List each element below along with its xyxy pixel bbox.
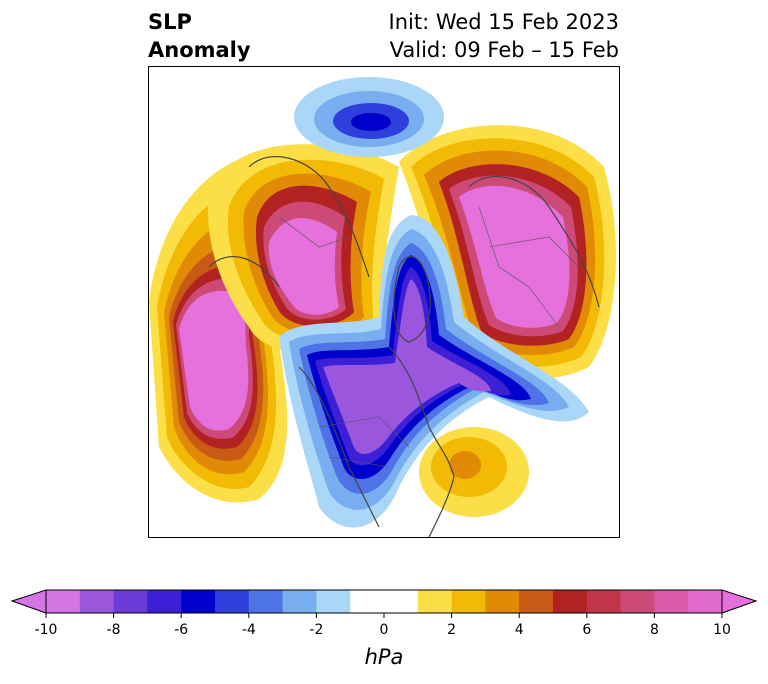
colorbar-tick-label: 4 xyxy=(515,622,524,638)
colorbar-bins xyxy=(46,590,723,613)
coastline-alaska xyxy=(208,256,280,288)
colorbar-bin xyxy=(620,590,655,613)
borders xyxy=(278,206,580,468)
canada-high-anomaly xyxy=(208,144,399,355)
coastline-greenland xyxy=(393,256,431,343)
arctic-low-anomaly xyxy=(294,77,444,157)
colorbar-tick-label: 6 xyxy=(582,622,591,638)
colorbar-tick-label: -2 xyxy=(309,622,323,638)
colorbar-bin xyxy=(147,590,182,613)
colorbar-tick-label: 0 xyxy=(380,622,389,638)
border-line xyxy=(328,456,390,468)
colorbar-bin xyxy=(451,590,486,613)
colorbar-bin xyxy=(350,590,385,613)
colorbar-bin xyxy=(485,590,520,613)
colorbar-tick-label: -6 xyxy=(174,622,188,638)
coastline-north-america-east xyxy=(388,346,455,537)
border-line xyxy=(488,236,580,268)
colorbar-unit-label: hPa xyxy=(364,645,404,669)
colorbar-bin xyxy=(519,590,554,613)
colorbar-bin xyxy=(316,590,351,613)
colorbar-bin xyxy=(688,590,723,613)
colorbar-bin xyxy=(215,590,250,613)
title-line-1: SLP xyxy=(148,10,192,34)
title-line-2: Anomaly xyxy=(148,38,251,62)
border-line xyxy=(278,216,350,248)
colorbar-bin xyxy=(46,590,81,613)
colorbar-tick-label: 8 xyxy=(650,622,659,638)
colorbar-tick-label: -10 xyxy=(35,622,58,638)
colorbar-min-extend xyxy=(10,589,47,614)
colorbar-tick-label: -8 xyxy=(107,622,121,638)
coastlines xyxy=(208,156,600,537)
colorbar-bin xyxy=(553,590,588,613)
colorbar-tick-label: -4 xyxy=(242,622,256,638)
border-line xyxy=(318,416,410,448)
colorbar-bin xyxy=(417,590,453,613)
coastline-siberia xyxy=(248,156,370,278)
eurasia-high-anomaly xyxy=(399,125,616,380)
colorbar-max-extend xyxy=(721,589,758,614)
colorbar-bin xyxy=(248,590,284,613)
colorbar-tick-label: 10 xyxy=(713,622,731,638)
border-line xyxy=(478,206,560,328)
map-title: SLP Anomaly xyxy=(148,8,251,64)
coastline-eurasia-north xyxy=(468,176,600,308)
colorbar-bin xyxy=(282,590,317,613)
colorbar-bin xyxy=(654,590,689,613)
colorbar-bin xyxy=(586,590,622,613)
anomaly-map-canvas xyxy=(149,67,619,537)
init-date-label: Init: Wed 15 Feb 2023 xyxy=(388,10,619,34)
anomaly-map xyxy=(148,66,620,538)
coastline-north-america-west xyxy=(298,366,380,528)
colorbar-ticks: -10 -8 -6 -4 -2 0 2 4 6 8 10 xyxy=(35,613,731,638)
valid-range-label: Valid: 09 Feb – 15 Feb xyxy=(389,38,619,62)
colorbar-tick-label: 2 xyxy=(447,622,456,638)
colorbar-bin xyxy=(384,590,419,613)
north-america-low-anomaly xyxy=(279,215,589,528)
atlantic-high-anomaly xyxy=(419,427,529,517)
colorbar: -10 -8 -6 -4 -2 0 2 4 6 8 10 xyxy=(10,589,758,638)
colorbar-bin xyxy=(181,590,216,613)
colorbar-bin xyxy=(113,590,148,613)
date-info: Init: Wed 15 Feb 2023 Valid: 09 Feb – 15… xyxy=(389,8,619,64)
colorbar-bin xyxy=(79,590,115,613)
